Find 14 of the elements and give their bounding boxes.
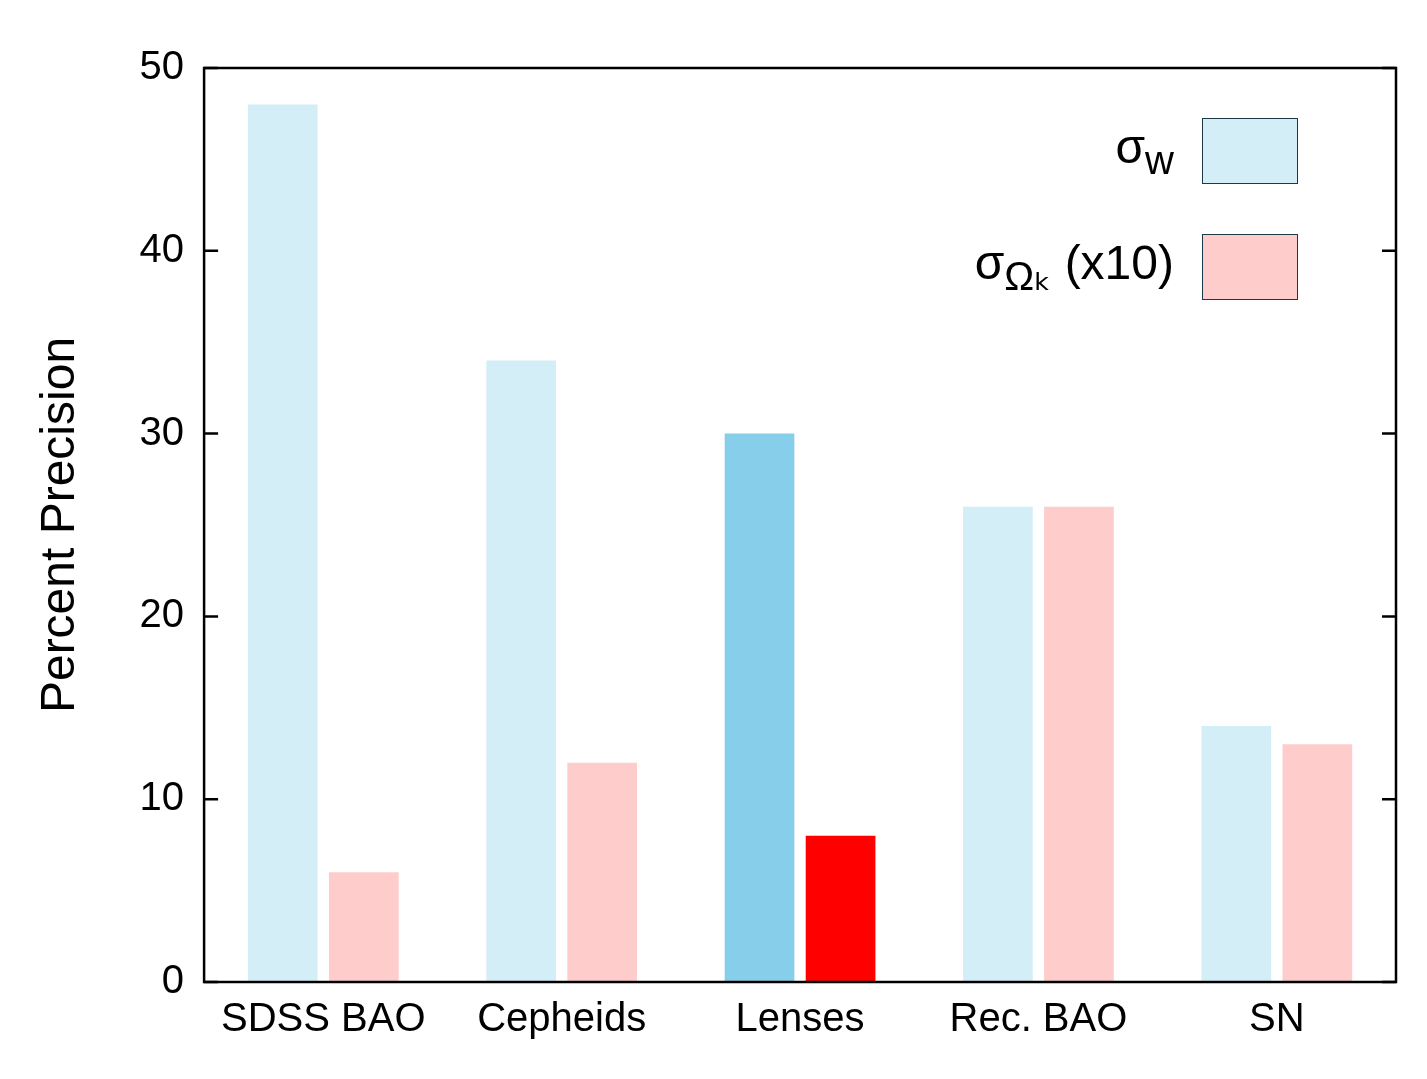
y-tick-label: 50 [139, 43, 185, 88]
y-tick-label: 0 [161, 957, 185, 1002]
y-tick-label: 20 [139, 591, 185, 636]
x-tick-label: Cepheids [477, 995, 647, 1040]
legend-label: σ$_{Ωₖ}$ (x10) [974, 235, 1174, 299]
y-axis-title: Percent Precision [31, 336, 85, 714]
x-tick-label: SN [1249, 995, 1305, 1040]
x-tick-label: Lenses [735, 995, 865, 1040]
y-tick-label: 40 [139, 225, 185, 270]
x-tick-label: SDSS BAO [221, 995, 426, 1040]
y-tick-label: 10 [139, 774, 185, 819]
y-tick-label: 30 [139, 408, 185, 453]
x-tick-label: Rec. BAO [949, 995, 1128, 1040]
legend-label: σ$_{w}$ [1115, 119, 1174, 183]
